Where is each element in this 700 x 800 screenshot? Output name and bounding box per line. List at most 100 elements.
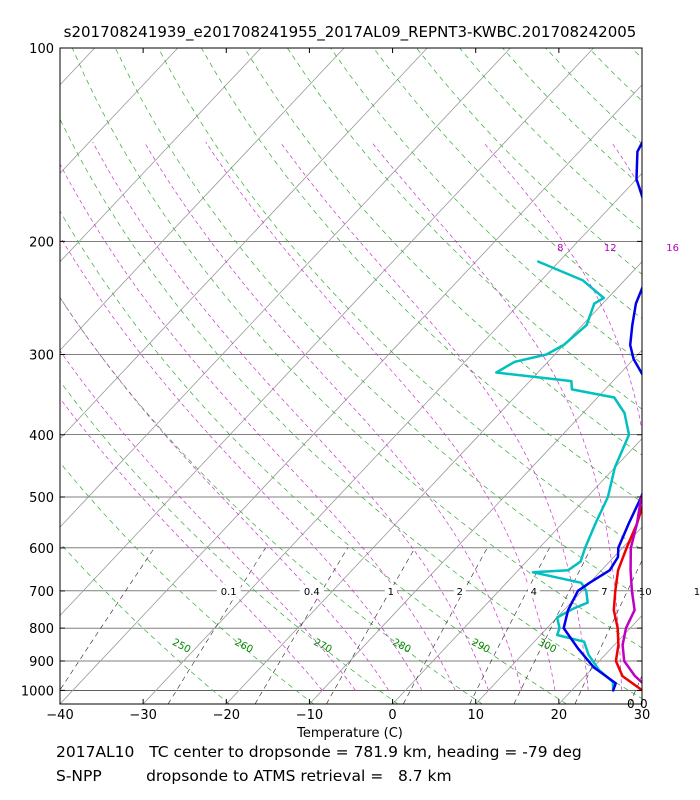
moist-adiabat-line — [143, 141, 523, 691]
footer-retrieval-line: S-NPP dropsonde to ATMS retrieval = 8.7 … — [56, 767, 452, 785]
mixing-ratio-line — [326, 547, 416, 704]
dry-adiabat-label: 290 — [470, 637, 492, 656]
dry-adiabat-line — [287, 48, 642, 410]
dry-adiabat-line — [330, 48, 642, 364]
y-tick-label: 300 — [29, 348, 54, 363]
isotherm-line — [60, 84, 642, 704]
y-tick-label: 800 — [29, 622, 54, 637]
corner-label: 0 — [640, 697, 648, 711]
isotherm-line — [60, 48, 428, 440]
sounding-series-line: Temperature (blue) — [562, 140, 642, 692]
sounding-series-line: Dewpoint (cyan) — [495, 260, 631, 692]
dry-adiabat-line — [60, 118, 642, 700]
dry-adiabat-line — [545, 48, 642, 145]
mixing-ratio-label: 1 — [388, 587, 394, 598]
moist-adiabat-line — [371, 141, 622, 691]
x-tick-label: −10 — [296, 708, 323, 723]
x-tick-label: −40 — [46, 708, 73, 723]
isotherm-line — [475, 526, 642, 704]
y-tick-label: 1000 — [21, 684, 54, 699]
x-axis-label: Temperature (C) — [296, 726, 403, 740]
mixing-ratio-line — [403, 547, 488, 704]
sounding-series-line: Temperature (red) — [612, 503, 642, 692]
isotherm-line — [60, 48, 594, 617]
dry-adiabat-label: 280 — [391, 637, 413, 656]
x-tick-label: −30 — [129, 708, 156, 723]
mixing-ratio-label-background — [216, 584, 241, 597]
mixing-ratio-line — [469, 547, 550, 704]
mixing-ratio-label-background — [384, 584, 397, 597]
mixing-ratio-label: 2 — [457, 587, 463, 598]
moist-adiabat-line — [279, 141, 589, 691]
y-tick-label: 400 — [29, 429, 54, 444]
isotherm-line — [60, 48, 262, 263]
dry-adiabat-line — [244, 48, 642, 456]
mixing-ratio-line — [629, 675, 642, 704]
mixing-ratio-line — [254, 547, 348, 704]
grid-layer — [0, 48, 700, 704]
moist-adiabat-line — [60, 350, 356, 691]
mixing-ratio-label-background — [636, 584, 655, 597]
x-tick-label: 20 — [551, 708, 568, 723]
dry-adiabat-line — [60, 542, 230, 704]
mixing-ratio-line — [167, 547, 266, 704]
plot-frame — [59, 47, 643, 705]
mixing-ratio-label: 16 — [694, 587, 700, 598]
y-tick-label: 500 — [29, 491, 54, 506]
mixing-ratio-line — [60, 547, 155, 691]
chart-title: s201708241939_e201708241955_2017AL09_REP… — [64, 23, 637, 42]
moist-adiabat-label: 8 — [557, 243, 563, 254]
moist-adiabat-line — [60, 397, 323, 691]
isotherm-line — [60, 48, 95, 86]
y-tick-label: 900 — [29, 655, 54, 670]
dry-adiabat-line — [60, 380, 399, 704]
mixing-ratio-label-background — [527, 584, 540, 597]
sounding-series-line: ATMS retrieval (magenta) — [621, 493, 642, 685]
mixing-ratio-label: 4 — [531, 587, 537, 598]
dry-adiabat-line — [71, 48, 642, 649]
dry-adiabat-label: 250 — [170, 637, 192, 656]
moist-adiabat-label: 12 — [604, 243, 617, 254]
mixing-ratio-label-background — [299, 584, 324, 597]
dry-adiabat-line — [60, 297, 483, 704]
isotherm-line — [0, 48, 11, 704]
dry-adiabat-line — [416, 48, 642, 275]
mixing-ratio-label: 0.1 — [221, 587, 237, 598]
mixing-ratio-line — [670, 548, 700, 704]
y-tick-label: 100 — [29, 42, 54, 57]
isotherm-line — [60, 48, 345, 351]
series-layer: Temperature (red)Dewpoint (cyan)Temperat… — [495, 140, 642, 692]
isotherm-line — [309, 349, 642, 704]
moist-adiabat-line — [92, 141, 489, 691]
dry-adiabat-line — [114, 48, 642, 599]
isotherm-line — [60, 48, 511, 528]
dry-adiabat-line — [675, 48, 700, 704]
dry-adiabat-line — [157, 48, 642, 551]
x-tick-label: 10 — [467, 708, 484, 723]
y-tick-label: 200 — [29, 235, 54, 250]
mixing-ratio-label: 7 — [601, 587, 607, 598]
moist-adiabat-line — [205, 141, 556, 691]
x-tick-label: 0 — [388, 708, 396, 723]
x-tick-label: 30 — [634, 708, 651, 723]
footer-distance-line: 2017AL10 TC center to dropsonde = 781.9 … — [56, 743, 582, 761]
moist-adiabat-label: 16 — [666, 243, 679, 254]
isotherm-line — [60, 48, 179, 174]
y-tick-label: 700 — [29, 585, 54, 600]
mixing-ratio-label-background — [598, 584, 611, 597]
mixing-ratio-label: 0.4 — [304, 587, 320, 598]
dry-adiabat-label: 260 — [233, 637, 255, 656]
dry-adiabat-line — [60, 462, 314, 704]
mixing-ratio-label-background — [691, 584, 700, 597]
y-tick-label: 600 — [29, 542, 54, 557]
mixing-ratio-label: 10 — [639, 587, 652, 598]
mixing-ratio-label-background — [453, 584, 466, 597]
moist-adiabat-line — [60, 235, 423, 691]
dry-adiabat-label: 300 — [536, 637, 558, 656]
x-tick-label: −20 — [213, 708, 240, 723]
isotherm-line — [142, 172, 642, 704]
skewt-chart: s201708241939_e201708241955_2017AL09_REP… — [0, 23, 700, 740]
isotherm-line — [641, 703, 642, 704]
dry-adiabat-line — [201, 48, 642, 503]
